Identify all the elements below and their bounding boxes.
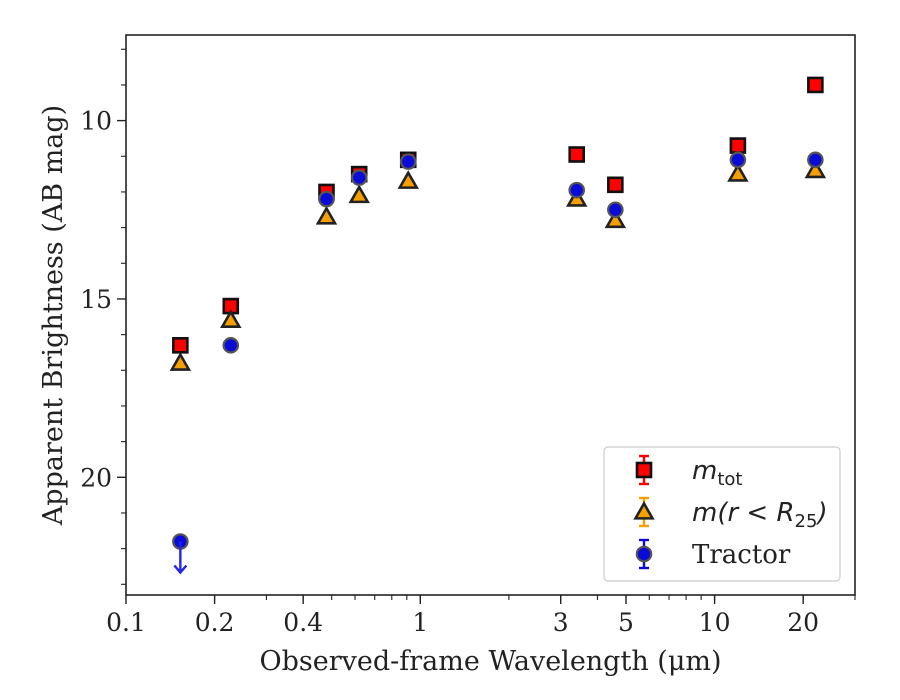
circle-data-point bbox=[607, 201, 624, 219]
y-tick-label: 20 bbox=[80, 463, 112, 492]
triangle-data-point bbox=[169, 352, 192, 371]
x-tick-label: 0.4 bbox=[283, 608, 323, 637]
circle-data-point bbox=[318, 190, 335, 208]
x-axis-label: Observed-frame Wavelength (μm) bbox=[259, 646, 721, 677]
circle-data-point bbox=[568, 181, 586, 199]
legend: mtot m(r < R25) Tractor bbox=[603, 446, 841, 582]
square-data-point bbox=[729, 137, 747, 154]
x-tick-label: 10 bbox=[699, 608, 731, 637]
axes: 0.1 0.2 0.4 1 3 5 10 20 10 15 20 bbox=[80, 48, 856, 637]
circle-data-point bbox=[350, 169, 368, 186]
triangle-data-point bbox=[804, 159, 827, 179]
x-tick-label: 0.1 bbox=[106, 608, 146, 637]
x-tick-label: 5 bbox=[618, 608, 634, 637]
circle-data-point bbox=[807, 151, 824, 169]
triangle-data-point bbox=[397, 170, 419, 189]
y-axis-label: Apparent Brightness (AB mag) bbox=[38, 105, 69, 526]
plot-frame bbox=[125, 34, 856, 596]
square-data-point bbox=[172, 337, 189, 354]
square-data-point bbox=[607, 176, 624, 194]
square-data-point bbox=[568, 146, 586, 163]
triangle-data-point bbox=[315, 205, 338, 225]
legend-label-tail: ) bbox=[815, 498, 827, 528]
circle-data-point bbox=[399, 153, 417, 170]
triangle-data-point bbox=[220, 309, 242, 329]
x-tick-label: 1 bbox=[412, 608, 428, 637]
triangle-data-point bbox=[604, 209, 627, 229]
x-tick-label: 0.2 bbox=[195, 608, 235, 637]
data-marks bbox=[169, 76, 827, 575]
legend-square-marker bbox=[635, 461, 653, 479]
legend-triangle-marker bbox=[633, 500, 655, 520]
square-data-point bbox=[807, 76, 824, 94]
series-triangle bbox=[169, 159, 827, 371]
legend-label-main: m(r < R bbox=[692, 498, 795, 528]
legend-label-subscript: 25 bbox=[795, 511, 818, 532]
legend-label: m(r < R25) bbox=[692, 498, 828, 532]
y-tick-label: 15 bbox=[80, 285, 112, 314]
circle-data-point bbox=[222, 337, 240, 354]
triangle-data-point bbox=[727, 162, 749, 182]
series-circle bbox=[172, 151, 824, 575]
legend-box bbox=[603, 446, 841, 582]
legend-circle-marker bbox=[635, 545, 653, 563]
legend-label: Tractor bbox=[692, 540, 791, 570]
x-tick-label: 20 bbox=[787, 608, 819, 637]
triangle-data-point bbox=[348, 184, 370, 204]
legend-label: mtot bbox=[692, 456, 742, 490]
legend-label-subscript: tot bbox=[717, 469, 742, 490]
x-tick-label: 3 bbox=[553, 608, 569, 637]
circle-data-point bbox=[729, 151, 747, 169]
legend-label-main: m bbox=[692, 456, 717, 486]
y-tick-label: 10 bbox=[80, 107, 112, 136]
upper-limit-arrow-head bbox=[173, 564, 188, 575]
